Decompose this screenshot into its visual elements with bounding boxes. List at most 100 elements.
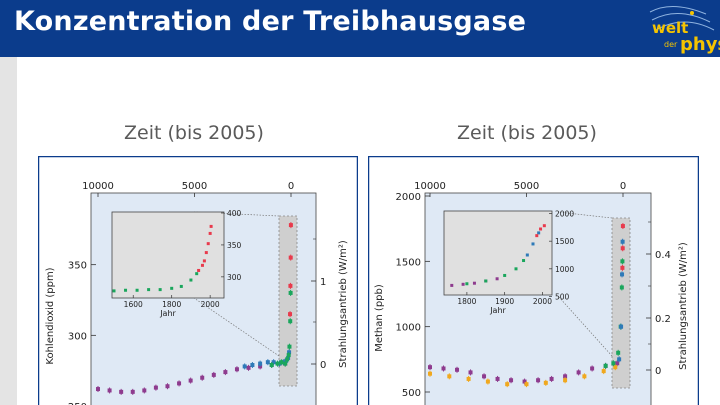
data-point (288, 290, 293, 295)
x-tick-label: 0 (620, 181, 626, 192)
data-point (288, 319, 293, 324)
zoom-connector (193, 211, 280, 217)
data-point (283, 361, 288, 366)
data-point (271, 360, 276, 365)
data-point (177, 381, 182, 386)
data-point (616, 350, 621, 355)
inset-y-tick-label: 1000 (555, 265, 574, 274)
logo-text-physik: physik (680, 34, 720, 55)
zoom-highlight-box (611, 217, 631, 389)
inset-x-tick-label: 1800 (162, 300, 181, 309)
logo-text-der: der (664, 40, 678, 49)
data-point (620, 224, 625, 229)
x-tick-label: 10000 (82, 181, 114, 192)
methane-chart: 10000 5000 0 2000 1500 1000 500 0.4 0.2 0 1800 1… (368, 156, 699, 405)
panel-title-right: Zeit (bis 2005) (457, 122, 597, 144)
inset-data-point (195, 272, 199, 276)
data-point (617, 357, 622, 362)
inset-y-tick-label: 500 (555, 292, 570, 301)
y2-tick-label: 0.2 (655, 314, 671, 325)
inset-plot (111, 211, 225, 299)
data-point (468, 370, 473, 375)
y-tick-label: 500 (402, 388, 421, 399)
data-point (234, 367, 239, 372)
welt-der-physik-logo: welt der physik (649, 6, 720, 55)
sidebar-strip (0, 57, 17, 405)
data-point (549, 376, 554, 381)
data-point (287, 344, 292, 349)
inset-data-point (124, 288, 128, 292)
inset-x-axis-label: Jahr (489, 306, 506, 315)
zoom-connector (557, 211, 613, 219)
inset-data-point (542, 224, 546, 228)
inset-data-point (189, 278, 193, 282)
data-point (428, 365, 432, 370)
data-point (455, 367, 460, 372)
inset-data-point (450, 283, 454, 287)
inset-x-tick-label: 1900 (495, 297, 514, 306)
data-point (619, 285, 624, 290)
data-point (620, 239, 625, 244)
inset-data-point (537, 231, 541, 235)
data-point (466, 376, 471, 381)
y2-tick-label: 0 (655, 366, 661, 377)
data-point (130, 389, 135, 394)
x-tick-label: 5000 (182, 181, 207, 192)
inset-data-point (200, 263, 204, 267)
data-point (285, 357, 290, 362)
data-point (269, 363, 274, 368)
data-point (482, 374, 487, 379)
data-point (275, 361, 280, 366)
inset-data-point (465, 282, 469, 286)
y2-axis-label: Strahlungsantrieb (W/m²) (678, 242, 689, 370)
x-tick-label: 0 (288, 181, 294, 192)
data-point (536, 378, 541, 383)
y-tick-label: 1000 (396, 323, 421, 334)
inset-data-point (112, 289, 116, 293)
data-point (509, 378, 514, 383)
panel-title-left: Zeit (bis 2005) (124, 122, 264, 144)
y-axis-label: Kohlendioxid (ppm) (45, 267, 56, 364)
data-point (246, 365, 251, 370)
data-point (288, 283, 293, 288)
y2-tick-label: 0 (320, 360, 326, 371)
data-point (563, 374, 568, 379)
data-point (211, 372, 216, 377)
data-point (265, 360, 270, 365)
data-point (543, 380, 548, 385)
data-point (611, 361, 616, 366)
inset-data-point (522, 259, 526, 263)
data-point (485, 379, 490, 384)
y2-tick-label: 0.4 (655, 250, 671, 261)
inset-x-axis-label: Jahr (159, 309, 176, 318)
inset-y-tick-label: 350 (227, 241, 242, 250)
inset-x-tick-label: 2000 (201, 300, 220, 309)
data-point (288, 223, 293, 228)
data-point (590, 366, 595, 371)
zoom-connector (557, 295, 613, 357)
inset-x-tick-label: 1800 (457, 297, 476, 306)
data-point (279, 360, 284, 365)
data-point (495, 376, 500, 381)
y-tick-label: 300 (68, 331, 87, 342)
data-point (107, 388, 112, 393)
inset-data-point (535, 234, 539, 238)
data-point (242, 364, 247, 369)
zoom-connector (193, 297, 280, 357)
inset-data-point (208, 231, 212, 235)
data-point (601, 369, 606, 374)
data-point (522, 379, 527, 384)
data-point (582, 374, 587, 379)
data-point (288, 255, 293, 260)
data-point (200, 375, 205, 380)
data-point (188, 378, 193, 383)
inset-data-point (197, 268, 201, 272)
inset-data-point (206, 242, 210, 246)
inset-y-tick-label: 400 (227, 209, 242, 218)
inset-data-point (503, 273, 507, 277)
inset-data-point (179, 284, 183, 288)
inset-plot (443, 210, 553, 296)
inset-data-point (539, 227, 543, 231)
data-point (441, 366, 446, 371)
inset-x-tick-label: 2000 (533, 297, 552, 306)
